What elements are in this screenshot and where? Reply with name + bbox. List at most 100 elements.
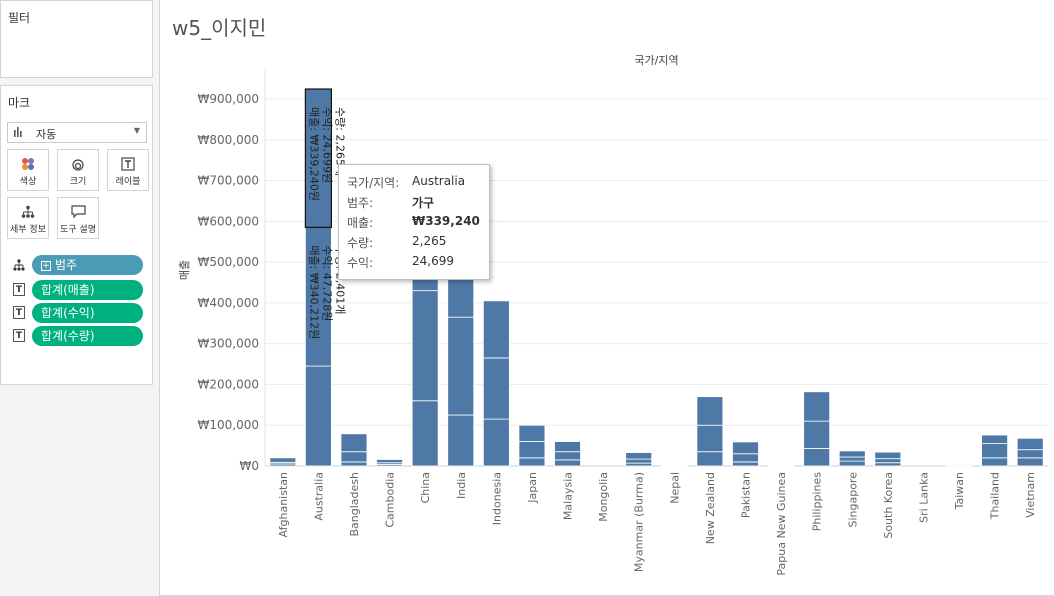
bar-chart-icon — [14, 127, 25, 140]
x-tick-label: New Zealand — [704, 472, 717, 544]
bar-segment — [803, 420, 831, 449]
bar-segment — [732, 453, 759, 463]
x-tick-label: China — [419, 472, 432, 503]
x-tick-label: Thailand — [989, 472, 1002, 520]
bar-segment — [874, 458, 902, 464]
tooltip-value: ₩339,240 — [412, 214, 480, 228]
bar-segment — [696, 424, 724, 453]
label-icon: T — [13, 306, 25, 319]
sum-quantity-pill[interactable]: 합계(수량) — [32, 326, 143, 346]
tooltip-value: Australia — [412, 174, 466, 188]
tooltip-key: 수량: — [347, 236, 374, 250]
y-tick-label: ₩900,000 — [198, 92, 260, 106]
bar-segment — [732, 461, 759, 467]
tooltip-label: 도구 설명 — [60, 225, 96, 235]
bar-segment — [874, 451, 902, 460]
x-tick-label: Vietnam — [1024, 472, 1037, 518]
filters-title: 필터 — [8, 11, 31, 25]
category-pill-label: 범주 — [55, 258, 78, 272]
category-pill[interactable]: + 범주 — [32, 255, 143, 275]
mark-type-label: 자동 — [36, 128, 57, 141]
expand-icon: + — [41, 261, 51, 271]
data-label: 매출: ₩340,212원 — [307, 245, 320, 339]
bar-segment — [482, 418, 510, 467]
size-label: 크기 — [69, 177, 87, 187]
data-label: 수량: 2,265개 — [333, 107, 346, 176]
y-tick-label: ₩800,000 — [198, 133, 260, 147]
color-label: 색상 — [19, 177, 37, 187]
tooltip-value: 24,699 — [412, 254, 454, 268]
y-tick-label: ₩300,000 — [198, 337, 260, 351]
x-tick-label: Pakistan — [739, 472, 752, 518]
data-label: 수익: 24,699원 — [320, 107, 333, 183]
bar-segment — [838, 460, 866, 467]
y-tick-label: ₩500,000 — [198, 255, 260, 269]
marks-title: 마크 — [8, 96, 31, 110]
chevron-down-icon: ▼ — [133, 126, 140, 135]
bar-segment — [981, 443, 1009, 459]
bar-segment — [518, 441, 546, 459]
size-button[interactable]: 크기 — [57, 149, 99, 191]
bar-segment — [376, 459, 403, 464]
bar-segment — [981, 457, 1009, 467]
tooltip-key: 수익: — [347, 256, 374, 270]
x-tick-label: Japan — [526, 472, 539, 504]
sum-profit-pill[interactable]: 합계(수익) — [32, 303, 143, 323]
sum-sales-label: 합계(매출) — [41, 283, 95, 297]
bar-segment — [981, 434, 1009, 444]
bar-segment — [340, 461, 368, 467]
y-tick-label: ₩0 — [240, 459, 260, 473]
bar-segment — [411, 400, 439, 467]
sum-quantity-label: 합계(수량) — [41, 329, 95, 343]
label-icon: T — [13, 283, 25, 296]
x-tick-label: Mongolia — [597, 472, 610, 522]
bar-segment — [304, 365, 332, 467]
x-tick-label: Sri Lanka — [917, 472, 930, 523]
bar-segment — [1016, 457, 1044, 467]
data-label: 매출: ₩339,240원 — [307, 107, 320, 201]
x-tick-label: Myanmar (Burma) — [633, 472, 646, 572]
x-tick-label: Afghanistan — [277, 472, 290, 538]
size-icon — [58, 155, 98, 173]
bar-segment — [803, 448, 831, 467]
detail-button[interactable]: 세부 정보 — [7, 197, 49, 239]
sum-sales-pill[interactable]: 합계(매출) — [32, 280, 143, 300]
bar-segment — [554, 441, 581, 453]
detail-label: 세부 정보 — [10, 225, 46, 235]
y-axis-title: 매출 — [178, 260, 191, 280]
bar-segment — [696, 451, 724, 467]
y-tick-label: ₩200,000 — [198, 377, 260, 391]
label-icon: T — [13, 329, 25, 342]
color-button[interactable]: 색상 — [7, 149, 49, 191]
x-tick-label: Taiwan — [953, 472, 966, 510]
x-tick-label: South Korea — [882, 472, 895, 539]
bar-segment — [340, 451, 368, 463]
bar-segment — [482, 300, 510, 359]
tooltip-key: 매출: — [347, 216, 374, 230]
x-tick-label: Papua New Guinea — [775, 472, 788, 576]
color-icon — [8, 155, 48, 173]
label-button[interactable]: 레이블 — [107, 149, 149, 191]
bar-segment — [696, 396, 724, 426]
bar-segment — [625, 452, 653, 460]
tooltip-button[interactable]: 도구 설명 — [57, 197, 99, 239]
bar-segment — [625, 458, 653, 464]
bar-segment — [518, 424, 546, 442]
bar-segment — [767, 464, 795, 466]
bar-segment — [1016, 437, 1044, 451]
x-tick-label: Nepal — [668, 472, 681, 504]
selected-bar-segment — [304, 88, 332, 228]
filters-card[interactable]: 필터 — [0, 0, 153, 78]
bar-segment — [411, 290, 439, 402]
mark-type-dropdown[interactable]: 자동 ▼ — [7, 122, 147, 143]
bar-segment — [518, 457, 546, 467]
bar-segment — [447, 316, 475, 416]
chart-column-header: 국가/지역 — [634, 54, 678, 67]
tooltip-value: 가구 — [412, 196, 435, 210]
detail-icon — [13, 258, 25, 271]
bar-segment — [269, 457, 297, 463]
x-tick-label: Cambodia — [384, 472, 397, 528]
tooltip-key: 국가/지역: — [347, 176, 400, 190]
tooltip-popup: 국가/지역: Australia 범주: 가구 매출: ₩339,240 수량:… — [338, 164, 490, 280]
